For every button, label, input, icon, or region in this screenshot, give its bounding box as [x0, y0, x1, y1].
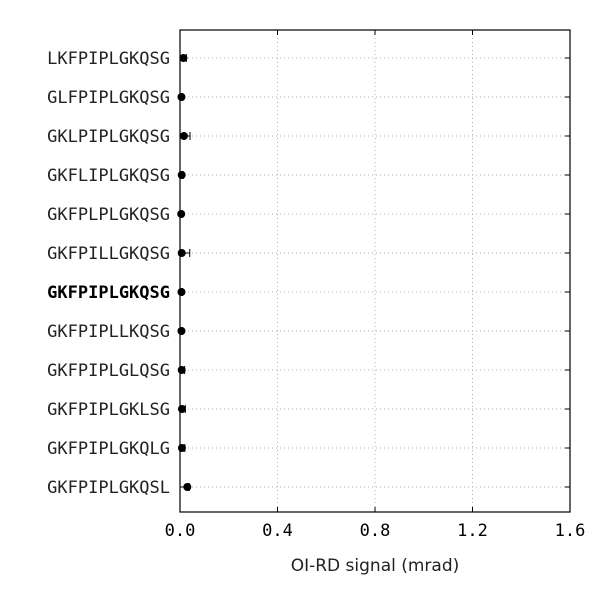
x-tick-label: 0.0: [165, 521, 196, 541]
x-tick-label: 1.2: [457, 521, 488, 541]
data-point: [177, 288, 186, 296]
x-tick-label: 0.4: [262, 521, 293, 541]
x-axis-title: OI-RD signal (mrad): [291, 556, 460, 576]
data-point: [179, 132, 188, 140]
category-label: GKFPIPLLKQSG: [47, 322, 170, 342]
error-bars: [180, 54, 191, 491]
data-point: [183, 483, 192, 491]
category-label: LKFPIPLGKQSG: [47, 49, 170, 69]
x-tick-label: 1.6: [555, 521, 586, 541]
grid-lines: [180, 30, 570, 512]
data-point: [177, 366, 186, 374]
data-point: [179, 54, 188, 62]
category-label: GKFPIPLGLQSG: [47, 361, 170, 381]
plot-frame: [179, 29, 571, 513]
x-axis-ticks: 0.0 0.4 0.8 1.2 1.6: [165, 30, 586, 541]
category-label: GKFPIPLGKLSG: [47, 400, 170, 420]
category-label: GKFPIPLGKQLG: [47, 439, 170, 459]
data-point: [177, 444, 186, 452]
data-point: [177, 249, 186, 257]
x-tick-label: 0.8: [360, 521, 391, 541]
category-label: GKLPIPLGKQSG: [47, 127, 170, 147]
category-label: GKFPILLGKQSG: [47, 244, 170, 264]
category-label: GKFPIPLGKQSG: [47, 283, 170, 303]
category-label: GKFLIPLGKQSG: [47, 166, 170, 186]
data-point: [177, 405, 186, 413]
data-point: [177, 327, 186, 335]
data-point: [177, 210, 186, 218]
category-label: GKFPLPLGKQSG: [47, 205, 170, 225]
data-points: [177, 54, 192, 491]
category-labels: LKFPIPLGKQSG GLFPIPLGKQSG GKLPIPLGKQSG GKFL…: [47, 49, 170, 498]
category-label: GLFPIPLGKQSG: [47, 88, 170, 108]
category-label: GKFPIPLGKQSL: [47, 478, 170, 498]
data-point: [177, 93, 186, 101]
data-point: [177, 171, 186, 179]
